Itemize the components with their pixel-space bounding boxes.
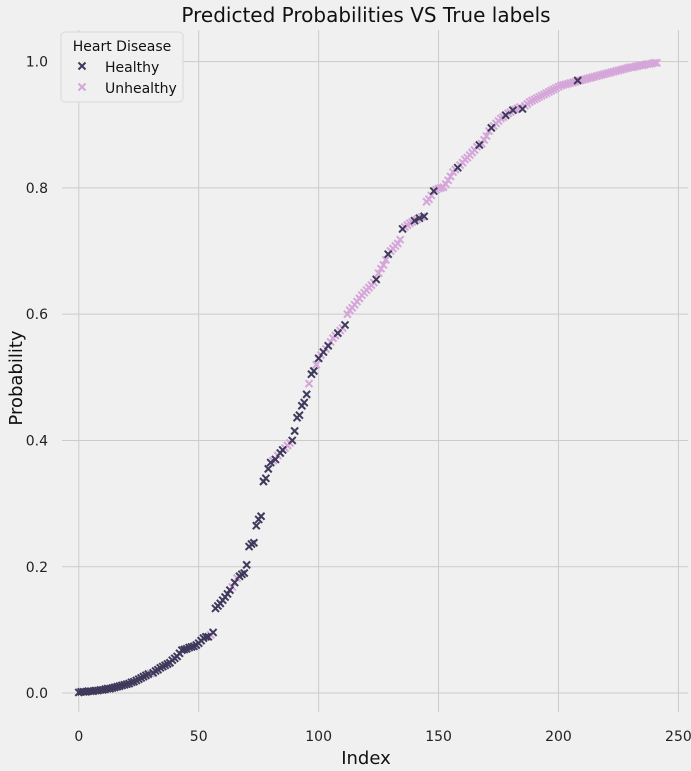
data-point [271,455,280,464]
data-point [319,347,328,357]
data-point [249,538,259,547]
data-point [518,104,527,114]
x-tick-label: 250 [665,729,691,745]
data-point [208,628,218,637]
data-point [395,235,405,244]
data-point [482,131,491,141]
y-tick-label: 0.2 [26,560,48,576]
data-point [381,255,391,265]
data-point [252,521,261,530]
data-point [650,58,659,68]
legend-label-healthy: Healthy [105,60,159,76]
y-tick-label: 0.4 [26,433,48,449]
data-point [180,645,189,654]
data-point [374,268,383,278]
x-tick-label: 50 [190,729,208,745]
x-axis-title: Index [341,748,391,769]
legend-box [60,31,184,103]
data-point [333,328,343,338]
x-tick-label: 100 [305,729,332,745]
data-point [371,275,381,284]
data-point [324,341,333,350]
data-point [415,213,424,223]
data-point [187,642,196,652]
legend-label-unhealthy: Unhealthy [105,81,177,97]
data-point [475,140,484,150]
series-healthy [74,76,582,697]
data-point [288,436,297,445]
data-point [508,105,518,115]
y-axis-title: Probability [6,330,27,425]
data-point [314,354,323,363]
data-point [304,379,314,388]
data-point [309,366,319,376]
x-tick-label: 150 [425,729,452,745]
y-tick-label: 0.0 [26,686,48,702]
data-point [340,320,350,330]
data-point [242,560,251,570]
legend-entries: Healthy Unhealthy [77,60,177,97]
data-point [410,216,419,225]
data-point [127,678,136,687]
data-point [501,111,510,120]
data-point [261,474,271,483]
data-point [278,445,287,455]
data-point [312,360,321,369]
legend: Heart Disease Healthy Unhealthy [60,31,184,103]
data-point [201,632,211,642]
legend-marker-healthy [77,61,87,71]
data-point [256,512,266,521]
data-point [302,390,311,399]
data-point [146,669,155,678]
data-point [122,680,131,689]
data-point [568,78,578,87]
chart-title: Predicted Probabilities VS True labels [181,3,550,27]
data-point [383,249,393,259]
data-point [240,568,249,578]
data-point [230,578,239,587]
data-point [446,172,455,181]
data-point [453,163,462,172]
data-point [225,585,235,595]
data-point [573,76,582,85]
y-tick-label: 0.8 [26,181,48,197]
data-point [379,260,388,270]
legend-marker-unhealthy [77,82,87,92]
y-tick-label: 0.6 [26,307,48,323]
x-tick-label: 0 [74,729,83,745]
tick-labels: 0 50 100 150 200 250 0.0 0.2 0.4 0.6 0.8 1.0 [26,55,691,745]
y-tick-label: 1.0 [26,55,48,71]
data-point [429,186,438,196]
data-point [398,224,407,234]
data-point [290,426,299,436]
data-point [264,464,273,474]
data-points [74,58,662,697]
data-point [652,58,662,68]
legend-title: Heart Disease [73,39,171,55]
data-point [487,123,496,133]
x-tick-label: 200 [545,729,572,745]
data-point [419,212,429,221]
data-point [300,398,309,407]
data-point [295,410,304,420]
data-point [266,458,275,467]
